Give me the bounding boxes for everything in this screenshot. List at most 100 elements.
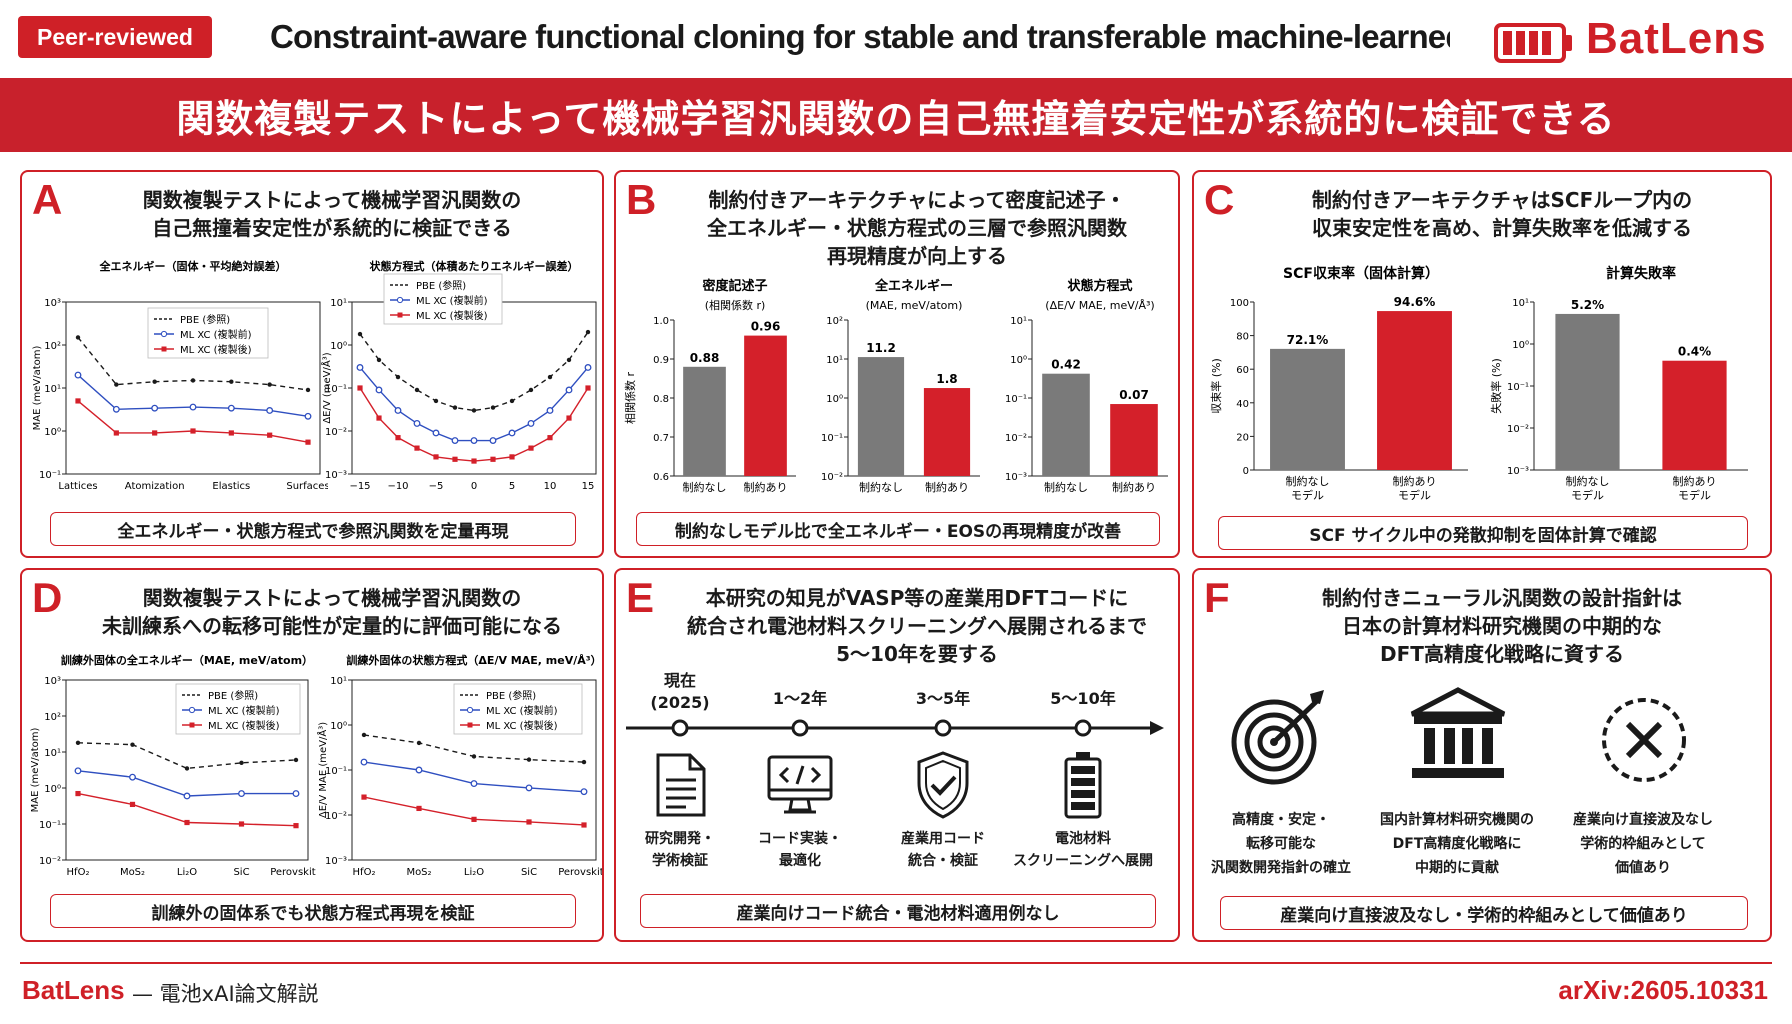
heading-line: 全エネルギー・状態方程式の三層で参照汎関数 [707,216,1127,240]
data-point [356,364,364,371]
data-point [357,385,363,391]
data-point [305,439,311,445]
chart-c1-convergence: SCF収束率（固体計算） 0 20 40 60 80 100 収束率 (%) 72.1% 制約なし… [1209,265,1468,502]
y-tick-label: 10⁻² [821,472,843,483]
data-point [470,780,478,787]
panel-heading: 関数複製テストによって機械学習汎関数の 未訓練系への転移可能性が定量的に評価可能… [82,584,582,640]
data-point [471,754,477,759]
when-line: (2025) [650,693,710,712]
y-axis-label: 収束率 (%) [1209,358,1223,414]
legend-label: ML XC (複製前) [416,294,488,307]
when-line: 現在 [663,671,696,690]
timeline-when-1-2y: 1～2年 [772,689,828,708]
chart-title: 状態方程式（体積あたりエネルギー誤差） [370,259,579,273]
data-point [75,335,81,340]
panel-f: F 制約付きニューラル汎関数の設計指針は 日本の計算材料研究機関の中期的な DF… [1192,568,1772,942]
y-tick-label: 100 [1230,298,1249,309]
data-point [471,816,477,822]
y-axis-label: ΔE/V MAE (meV/Å³) [316,722,329,818]
data-point [305,387,311,393]
panel-caption: 産業向け直接波及なし・学術的枠組みとして価値あり [1220,896,1748,930]
y-tick-label: 0.8 [653,394,669,405]
chart-subtitle: (ΔE/V MAE, meV/Å³) [1045,299,1154,312]
y-tick-label: 10⁰ [44,427,61,438]
legend-label: ML XC (複製後) [180,343,252,356]
headline-banner: 関数複製テストによって機械学習汎関数の自己無撞着安定性が系統的に検証できる [0,78,1792,152]
heading-line: 関数複製テストによって機械学習汎関数の [142,586,522,610]
peer-reviewed-badge: Peer-reviewed [18,16,212,58]
y-tick-label: 10³ [44,676,61,687]
data-point [471,408,477,413]
chart-title: 訓練外固体の全エネルギー（MAE, meV/atom） [61,653,313,667]
data-point [184,819,190,826]
series-line [359,387,589,462]
chart-subtitle: (相関係数 r) [705,299,766,312]
data-point [528,445,534,451]
x-tick-label: Elastics [212,481,250,492]
brand-logo[interactable]: BatLens [1492,10,1782,66]
data-point [266,407,274,414]
plot-frame [65,679,309,861]
data-point [452,405,458,410]
heading-line: 制約付きアーキテクチャはSCFループ内の [1311,188,1693,212]
series-line [359,331,589,412]
data-point [190,428,196,434]
y-tick-label: 0.7 [653,433,669,444]
y-tick-label: 10⁻¹ [325,384,347,395]
data-point [293,757,299,763]
chart-d2-eos: 訓練外固体の状態方程式（ΔE/V MAE, meV/Å³） 10⁻³ 10⁻² 10⁻… [316,653,602,878]
data-point [228,430,234,436]
y-tick-label: 10⁻³ [325,856,347,867]
data-point [357,331,363,337]
panel-caption: 産業向けコード統合・電池材料適用例なし [640,894,1156,928]
data-point [293,823,299,829]
data-point [394,407,402,414]
desc-line: 統合・検証 [908,853,978,869]
data-point [112,405,120,413]
data-point [528,387,534,393]
data-point [490,405,496,410]
x-tick-label: モデル [1398,488,1431,502]
data-point [151,404,159,412]
heading-line: 5～10年を要する [836,642,998,666]
panel-heading: 本研究の知見がVASP等の産業用DFTコードに 統合され電池材料スクリーニングへ… [676,584,1158,668]
data-point [376,357,382,363]
legend-marker [466,706,474,714]
desc-line: 国内計算材料研究機関の [1380,812,1534,828]
x-tick-label: モデル [1678,488,1711,502]
bar-value-label: 0.42 [1051,358,1081,372]
x-tick-label: 制約あり [1673,474,1717,488]
code-monitor-icon [767,755,833,814]
data-point [376,415,382,421]
y-tick-label: 10⁻² [325,811,347,822]
footer-arxiv-link[interactable]: arXiv:2605.10331 [1558,975,1768,1005]
data-point [416,805,422,812]
heading-line: 日本の計算材料研究機関の中期的な [1342,614,1662,638]
data-point [433,398,439,404]
data-point [527,419,535,427]
heading-line: 未訓練系への転移可能性が定量的に評価可能になる [102,614,562,638]
panel-caption: SCF サイクル中の発散抑制を固体計算で確認 [1218,516,1748,550]
chart-title: SCF収束率（固体計算） [1283,265,1439,282]
data-point [509,398,515,404]
legend-marker [161,346,167,352]
legend-label: ML XC (複製後) [416,309,488,322]
data-point [361,794,367,800]
x-tick-label: −5 [429,481,444,492]
x-circle-icon [1602,698,1686,782]
footer-brand[interactable]: BatLens [22,975,125,1005]
x-tick-label: MoS₂ [120,867,145,878]
legend-label: ML XC (複製前) [208,704,280,717]
timeline: 現在 (2025) 1～2年 3～5年 5～10年 [616,570,1182,944]
y-tick-label: 0.6 [653,472,669,483]
panel-label: A [32,176,63,223]
heading-line: 再現精度が向上する [827,244,1007,268]
y-tick-label: 40 [1236,399,1249,410]
battery-icon [1064,752,1102,819]
legend-marker [160,330,168,338]
y-tick-label: 10² [826,316,843,327]
institution-icon [1410,687,1506,778]
data-point [189,403,197,411]
panel-c: C 制約付きアーキテクチャはSCFループ内の 収束安定性を高め、計算失敗率を低減… [1192,170,1772,558]
heading-line: DFT高精度化戦略に資する [1380,642,1624,666]
